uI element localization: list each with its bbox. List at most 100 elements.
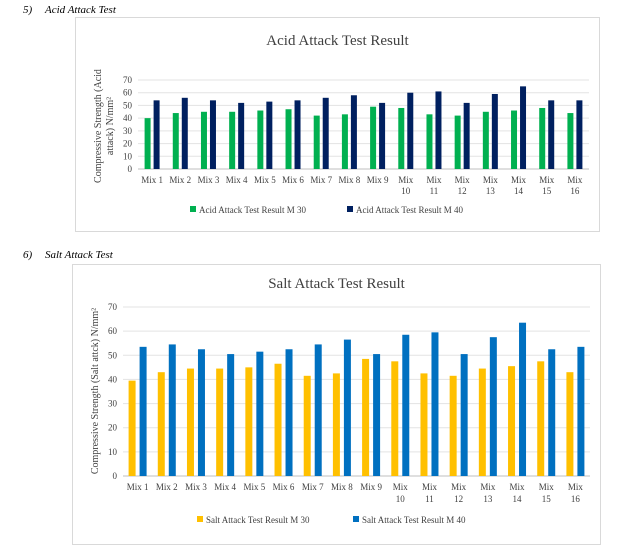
- x-tick-label: 10: [396, 494, 406, 504]
- bar: [168, 344, 176, 476]
- legend-swatch: [190, 206, 196, 212]
- bar: [266, 101, 273, 169]
- bar: [313, 115, 320, 169]
- x-tick-label: Mix 1: [141, 175, 163, 185]
- bar: [139, 346, 147, 476]
- bar: [256, 351, 264, 476]
- bar: [391, 361, 399, 476]
- x-tick-label: 11: [430, 186, 439, 196]
- bar: [314, 344, 322, 476]
- y-tick-label: 40: [123, 113, 133, 123]
- section-number: 6): [23, 249, 33, 261]
- bar: [463, 102, 470, 169]
- bar: [449, 375, 457, 476]
- bar: [144, 118, 151, 169]
- x-tick-label: 11: [425, 494, 434, 504]
- x-tick-label: Mix 8: [331, 482, 353, 492]
- bar: [216, 368, 224, 476]
- y-tick-label: 0: [128, 164, 133, 174]
- bar: [373, 354, 381, 476]
- y-tick-label: 30: [123, 126, 133, 136]
- y-tick-label: 50: [108, 350, 118, 360]
- bar: [519, 322, 527, 476]
- y-tick-label: 10: [108, 447, 118, 457]
- y-axis-label: Compressive Strength (Acid: [93, 69, 104, 183]
- bar: [209, 100, 216, 169]
- x-tick-label: Mix 5: [254, 175, 276, 185]
- y-tick-label: 20: [108, 423, 118, 433]
- bar: [238, 102, 245, 169]
- bar: [157, 372, 165, 476]
- chart-svg: Salt Attack Test Result 0 10 20 30 40 50 60 70 Co…: [90, 276, 590, 525]
- x-tick-label: Mix 1: [127, 482, 149, 492]
- x-tick-label: Mix: [455, 175, 471, 185]
- x-tick-label: Mix 2: [169, 175, 191, 185]
- bar: [200, 111, 207, 169]
- x-tick-label: Mix: [393, 482, 409, 492]
- bar: [566, 372, 574, 476]
- x-tick-label: 15: [542, 186, 552, 196]
- x-tick-label: Mix 3: [198, 175, 220, 185]
- bar: [257, 110, 264, 169]
- bar: [128, 380, 136, 476]
- bar: [186, 368, 194, 476]
- chart-title: Salt Attack Test Result: [268, 276, 405, 292]
- x-tick-label: Mix 2: [156, 482, 178, 492]
- bar: [460, 354, 468, 476]
- y-tick-label: 70: [108, 302, 118, 312]
- x-tick-label: Mix: [567, 175, 583, 185]
- bar: [435, 91, 442, 169]
- bar: [508, 366, 516, 476]
- bar: [548, 100, 555, 169]
- bar: [322, 97, 329, 169]
- y-axis-label: Compressive Strength (Salt attck) N/mm²: [90, 308, 101, 474]
- x-tick-label: Mix 5: [243, 482, 265, 492]
- legend-swatch: [197, 516, 203, 522]
- x-tick-label: Mix: [539, 482, 555, 492]
- x-tick-label: Mix: [422, 482, 438, 492]
- salt-attack-chart: Salt Attack Test Result 0 10 20 30 40 50 60 70 Co…: [72, 264, 601, 545]
- y-tick-label: 10: [123, 151, 133, 161]
- bar: [567, 113, 574, 169]
- y-tick-label: 30: [108, 399, 118, 409]
- legend-label: Salt Attack Test Result M 30: [206, 515, 310, 525]
- y-tick-label: 50: [123, 100, 133, 110]
- bar: [303, 375, 311, 476]
- bar: [511, 110, 518, 169]
- x-tick-label: Mix 3: [185, 482, 207, 492]
- bar: [153, 100, 160, 169]
- x-tick-label: Mix: [539, 175, 555, 185]
- bar: [420, 373, 428, 476]
- bar: [491, 93, 498, 169]
- bar: [520, 86, 527, 169]
- x-tick-label: 12: [454, 494, 463, 504]
- x-tick-label: Mix: [483, 175, 499, 185]
- section-heading-acid: 5) Acid Attack Test: [23, 4, 116, 16]
- legend-label: Salt Attack Test Result M 40: [362, 515, 466, 525]
- bar: [343, 339, 351, 476]
- x-tick-label: Mix 6: [273, 482, 295, 492]
- x-tick-label: Mix 4: [226, 175, 248, 185]
- x-tick-label: 14: [514, 186, 524, 196]
- chart-title: Acid Attack Test Result: [266, 33, 409, 49]
- x-tick-label: Mix: [568, 482, 584, 492]
- y-tick-label: 70: [123, 75, 133, 85]
- bar: [379, 102, 386, 169]
- x-tick-label: Mix: [426, 175, 442, 185]
- x-tick-label: 14: [513, 494, 523, 504]
- x-tick-label: 12: [458, 186, 467, 196]
- x-tick-label: Mix: [511, 175, 527, 185]
- bar: [402, 334, 410, 476]
- bar: [537, 361, 545, 476]
- section-heading-salt: 6) Salt Attack Test: [23, 249, 113, 261]
- x-tick-label: Mix 7: [310, 175, 332, 185]
- x-tick-label: Mix 9: [367, 175, 389, 185]
- bar: [350, 95, 357, 169]
- x-tick-label: 16: [571, 494, 581, 504]
- y-tick-label: 0: [113, 471, 118, 481]
- section-number: 5): [23, 4, 33, 16]
- x-tick-label: Mix: [480, 482, 496, 492]
- y-tick-label: 60: [108, 326, 118, 336]
- bar: [362, 358, 370, 476]
- x-tick-label: Mix 6: [282, 175, 304, 185]
